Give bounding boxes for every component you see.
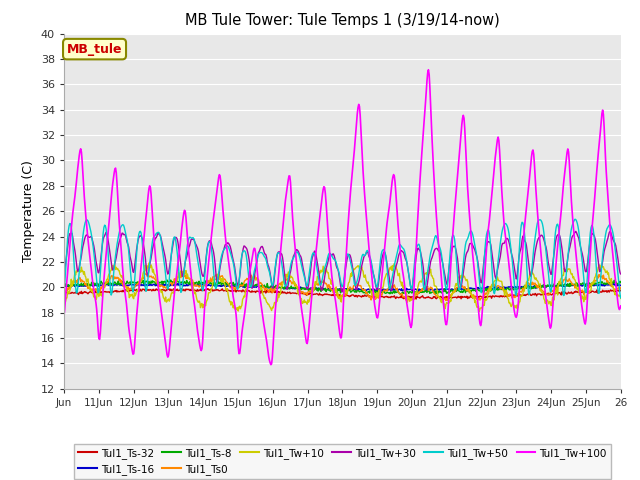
Text: MB_tule: MB_tule	[67, 43, 122, 56]
Tul1_Tw+100	[424, 67, 432, 72]
Tul1_Tw+10	[60, 302, 68, 308]
Line: Tul1_Ts-16: Tul1_Ts-16	[64, 283, 621, 291]
Tul1_Tw+50	[617, 295, 625, 301]
Tul1_Tw+100	[255, 289, 263, 295]
Line: Tul1_Tw+50: Tul1_Tw+50	[64, 219, 621, 298]
Tul1_Ts-8	[228, 282, 236, 288]
Tul1_Tw+10	[432, 283, 440, 289]
Tul1_Tw+10	[476, 309, 483, 314]
Tul1_Ts-16	[154, 280, 162, 286]
Tul1_Tw+10	[401, 289, 408, 295]
Tul1_Ts-32	[277, 289, 285, 295]
Tul1_Tw+30	[228, 251, 236, 256]
Tul1_Ts-32	[433, 296, 440, 301]
Line: Tul1_Tw+100: Tul1_Tw+100	[64, 70, 621, 365]
Tul1_Ts-8	[617, 280, 625, 286]
Tul1_Ts-16	[277, 285, 285, 290]
Tul1_Tw+30	[276, 250, 284, 256]
Tul1_Tw+10	[256, 284, 264, 290]
Tul1_Ts0	[401, 294, 408, 300]
Tul1_Tw+10	[228, 300, 236, 306]
Line: Tul1_Ts-32: Tul1_Ts-32	[64, 288, 621, 299]
Tul1_Tw+50	[255, 250, 263, 256]
Tul1_Tw+50	[431, 234, 439, 240]
Tul1_Ts-8	[125, 280, 133, 286]
Line: Tul1_Ts-8: Tul1_Ts-8	[64, 280, 621, 296]
Line: Tul1_Ts0: Tul1_Ts0	[64, 274, 621, 301]
Tul1_Tw+10	[145, 260, 153, 266]
Legend: Tul1_Ts-32, Tul1_Ts-16, Tul1_Ts-8, Tul1_Ts0, Tul1_Tw+10, Tul1_Tw+30, Tul1_Tw+50,: Tul1_Ts-32, Tul1_Ts-16, Tul1_Ts-8, Tul1_…	[74, 444, 611, 479]
Tul1_Tw+50	[572, 216, 579, 222]
Tul1_Tw+100	[277, 243, 285, 249]
Tul1_Tw+10	[277, 286, 285, 291]
Tul1_Ts0	[617, 285, 625, 290]
Tul1_Ts-16	[125, 282, 133, 288]
Tul1_Ts-32	[164, 286, 172, 291]
Line: Tul1_Tw+10: Tul1_Tw+10	[64, 263, 621, 312]
Tul1_Ts-32	[256, 288, 264, 294]
Tul1_Ts0	[433, 293, 440, 299]
Tul1_Tw+10	[125, 295, 133, 300]
Y-axis label: Temperature (C): Temperature (C)	[22, 160, 35, 262]
Tul1_Ts-16	[256, 284, 264, 289]
Tul1_Tw+100	[267, 362, 275, 368]
Tul1_Ts-16	[228, 283, 236, 288]
Tul1_Ts0	[179, 271, 186, 276]
Tul1_Tw+100	[125, 329, 133, 335]
Tul1_Ts-16	[401, 287, 408, 292]
Tul1_Tw+50	[125, 255, 133, 261]
Tul1_Tw+30	[572, 228, 580, 234]
Tul1_Tw+100	[433, 214, 440, 219]
Tul1_Ts-32	[125, 288, 133, 294]
Tul1_Tw+10	[617, 296, 625, 301]
Tul1_Ts-16	[433, 287, 440, 293]
Tul1_Tw+100	[60, 313, 68, 319]
Tul1_Ts0	[406, 298, 413, 304]
Tul1_Tw+100	[617, 303, 625, 309]
Tul1_Tw+30	[255, 249, 263, 254]
Tul1_Ts-16	[60, 282, 68, 288]
Tul1_Ts-16	[617, 283, 625, 288]
Tul1_Tw+30	[125, 249, 133, 254]
Tul1_Ts-8	[277, 285, 285, 291]
Tul1_Ts-16	[415, 288, 422, 294]
Tul1_Ts0	[256, 281, 264, 287]
Tul1_Tw+30	[60, 270, 68, 276]
Tul1_Ts0	[60, 289, 68, 295]
Tul1_Ts-8	[167, 277, 175, 283]
Tul1_Tw+30	[338, 289, 346, 295]
Tul1_Ts-8	[410, 293, 418, 299]
Tul1_Tw+30	[401, 252, 408, 258]
Tul1_Tw+50	[228, 254, 236, 260]
Tul1_Tw+50	[60, 288, 68, 294]
Tul1_Ts-32	[60, 289, 68, 295]
Tul1_Tw+50	[276, 253, 284, 259]
Tul1_Ts-8	[433, 288, 440, 294]
Tul1_Ts-32	[228, 288, 236, 294]
Tul1_Tw+50	[400, 246, 408, 252]
Tul1_Ts-8	[401, 290, 408, 296]
Tul1_Ts0	[277, 282, 285, 288]
Line: Tul1_Tw+30: Tul1_Tw+30	[64, 231, 621, 292]
Title: MB Tule Tower: Tule Temps 1 (3/19/14-now): MB Tule Tower: Tule Temps 1 (3/19/14-now…	[185, 13, 500, 28]
Tul1_Ts0	[125, 287, 133, 292]
Tul1_Tw+30	[617, 271, 625, 277]
Tul1_Ts-8	[256, 285, 264, 290]
Tul1_Ts-32	[412, 296, 420, 302]
Tul1_Ts0	[228, 285, 236, 290]
Tul1_Tw+100	[228, 283, 236, 289]
Tul1_Tw+30	[432, 246, 440, 252]
Tul1_Ts-32	[617, 288, 625, 294]
Tul1_Tw+100	[401, 281, 408, 287]
Tul1_Ts-32	[401, 294, 408, 300]
Tul1_Ts-8	[60, 285, 68, 290]
